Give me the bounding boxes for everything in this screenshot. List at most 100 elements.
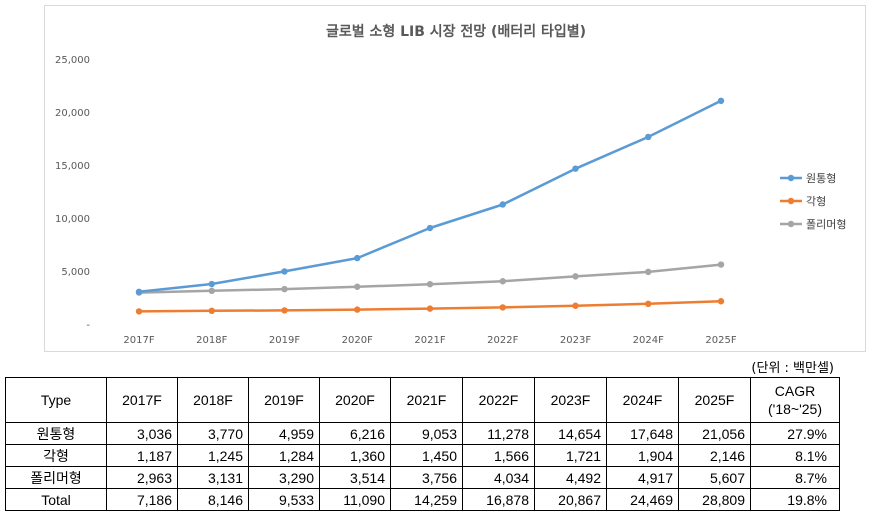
legend-marker [787, 197, 795, 205]
row-label: 원통형 [5, 422, 107, 445]
table-cell: 3,131 [177, 466, 249, 489]
table-cell: 16,878 [462, 488, 535, 511]
table-cell: 6,216 [319, 422, 391, 445]
data-table: Type 2017F 2018F 2019F 2020F 2021F 2022F… [5, 377, 840, 511]
x-tick-label: 2020F [342, 335, 373, 346]
y-tick-label: - [86, 320, 90, 331]
table-cell: 3,036 [106, 422, 178, 445]
table-cell: 11,090 [319, 488, 391, 511]
year-header: 2024F [606, 377, 679, 423]
data-point [208, 280, 215, 288]
data-point [208, 307, 215, 315]
row-label: Total [5, 488, 107, 511]
x-tick-label: 2025F [705, 335, 736, 346]
table-cell: 17,648 [606, 422, 679, 445]
data-point [499, 201, 506, 208]
data-point [354, 254, 361, 262]
data-point [572, 273, 579, 280]
table-cell: 1,360 [319, 444, 391, 467]
legend-label: 각형 [806, 195, 826, 208]
table-cell: 3,770 [177, 422, 249, 445]
table-row: 각형 1,187 1,245 1,284 1,360 1,450 1,566 1,721 1,9… [5, 444, 840, 467]
row-label: 각형 [5, 444, 107, 467]
table-cell: 3,756 [390, 466, 463, 489]
table-cell: 1,187 [106, 444, 178, 467]
table-cell: 9,053 [390, 422, 463, 445]
data-point [354, 306, 361, 313]
data-point [281, 307, 288, 314]
data-point [645, 133, 652, 141]
table-row: Total 7,186 8,146 9,533 11,090 14,259 16,878 20… [5, 488, 840, 511]
data-point [354, 283, 361, 290]
table-cell: 2,963 [106, 466, 178, 489]
x-tick-label: 2024F [633, 335, 664, 346]
year-header: 2023F [534, 377, 607, 423]
data-point [717, 298, 725, 305]
table-cell: 1,450 [390, 444, 463, 467]
x-tick-label: 2017F [123, 335, 154, 346]
y-tick-label: 25,000 [55, 55, 90, 66]
data-point [426, 224, 434, 232]
y-tick-label: 10,000 [55, 214, 90, 225]
data-point [717, 97, 725, 105]
table-cell: 4,492 [534, 466, 607, 489]
type-header: Type [5, 377, 107, 423]
cagr-header: CAGR ('18~'25) [750, 377, 840, 423]
data-point [499, 278, 506, 285]
table-cell: 14,259 [390, 488, 463, 511]
table-cell: 24,469 [606, 488, 679, 511]
table-cell: 4,959 [248, 422, 320, 445]
data-point [426, 305, 434, 312]
x-tick-label: 2018F [196, 335, 227, 346]
cagr-cell: 8.1% [750, 444, 840, 467]
table-cell: 1,566 [462, 444, 535, 467]
table-cell: 5,607 [678, 466, 751, 489]
table-row: 폴리머형 2,963 3,131 3,290 3,514 3,756 4,034 4,492 4… [5, 466, 840, 489]
row-label: 폴리머형 [5, 466, 107, 489]
table-cell: 2,146 [678, 444, 751, 467]
table-cell: 20,867 [534, 488, 607, 511]
table-cell: 14,654 [534, 422, 607, 445]
cagr-cell: 8.7% [750, 466, 840, 489]
unit-note: (단위 : 백만셀) [751, 361, 834, 376]
line-chart: 글로벌 소형 LIB 시장 전망 (배터리 타입별) - 5,000 10,000 1… [55, 23, 846, 346]
data-point [645, 268, 652, 276]
table-cell: 4,917 [606, 466, 679, 489]
data-point [281, 285, 288, 293]
data-point [572, 165, 579, 172]
legend-label: 폴리머형 [806, 218, 846, 231]
year-header: 2021F [390, 377, 463, 423]
data-point [572, 302, 579, 309]
year-header: 2022F [462, 377, 535, 423]
cagr-cell: 27.9% [750, 422, 840, 445]
data-point [717, 261, 725, 268]
year-header: 2018F [177, 377, 249, 423]
data-point [208, 287, 215, 295]
table-cell: 7,186 [106, 488, 178, 511]
table-cell: 4,034 [462, 466, 535, 489]
data-point [135, 288, 143, 296]
series-line [138, 99, 722, 294]
legend-marker [787, 220, 795, 228]
table-cell: 8,146 [177, 488, 249, 511]
x-tick-label: 2021F [414, 335, 445, 346]
table-cell: 11,278 [462, 422, 535, 445]
legend-label: 원통형 [806, 172, 836, 185]
legend-marker [787, 174, 795, 182]
cagr-label: CAGR [774, 383, 816, 399]
cagr-cell: 19.8% [750, 488, 840, 511]
data-point [281, 268, 288, 275]
table-cell: 1,245 [177, 444, 249, 467]
table-cell: 3,290 [248, 466, 320, 489]
table-header-row: Type 2017F 2018F 2019F 2020F 2021F 2022F… [5, 377, 840, 423]
data-point [135, 308, 143, 315]
x-tick-label: 2019F [269, 335, 300, 346]
table-cell: 1,284 [248, 444, 320, 467]
cagr-period: ('18~'25) [768, 401, 822, 417]
x-tick-label: 2022F [487, 335, 518, 346]
year-header: 2017F [106, 377, 178, 423]
x-tick-label: 2023F [560, 335, 591, 346]
table-cell: 1,904 [606, 444, 679, 467]
y-tick-label: 20,000 [55, 108, 90, 119]
y-tick-label: 15,000 [55, 161, 90, 172]
